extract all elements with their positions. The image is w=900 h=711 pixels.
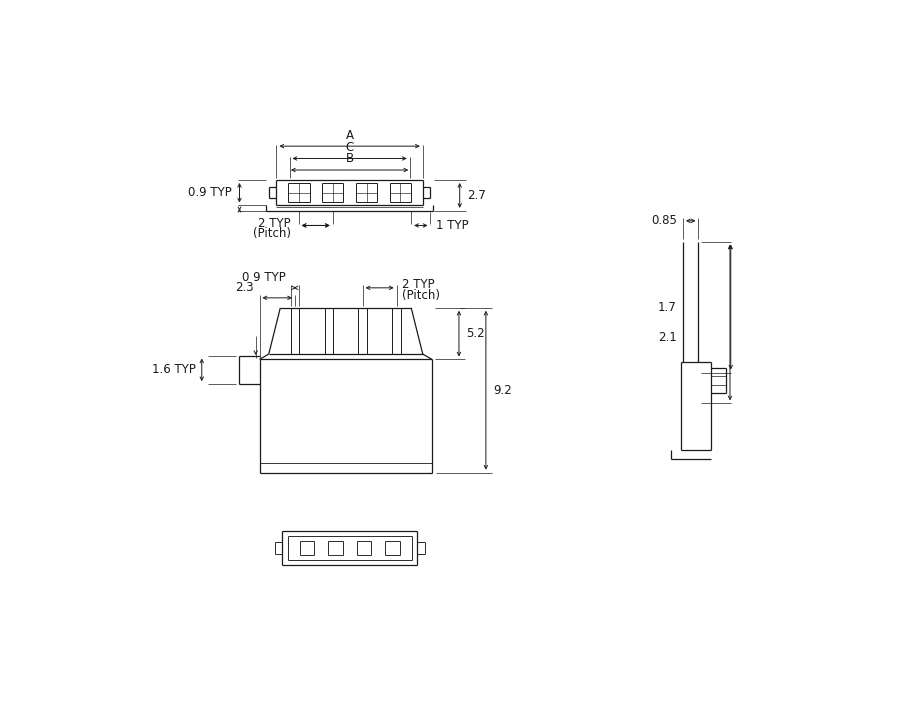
Text: 1 TYP: 1 TYP (436, 219, 469, 232)
Text: 2 TYP: 2 TYP (402, 278, 435, 292)
Text: 0.9 TYP: 0.9 TYP (188, 186, 232, 199)
Text: 5.2: 5.2 (466, 327, 484, 340)
Text: 2 TYP: 2 TYP (258, 217, 291, 230)
Text: 2.7: 2.7 (466, 189, 485, 202)
Text: C: C (346, 141, 354, 154)
Text: 1.7: 1.7 (658, 301, 677, 314)
Text: 2.3: 2.3 (236, 281, 254, 294)
Text: 2.1: 2.1 (658, 331, 677, 344)
Text: (Pitch): (Pitch) (402, 289, 440, 302)
Text: 0.85: 0.85 (651, 214, 677, 228)
Text: 9.2: 9.2 (493, 384, 511, 397)
Text: B: B (346, 152, 354, 166)
Text: A: A (346, 129, 354, 141)
Text: 0 9 TYP: 0 9 TYP (241, 271, 285, 284)
Text: 1.6 TYP: 1.6 TYP (152, 363, 196, 376)
Text: (Pitch): (Pitch) (253, 228, 291, 240)
